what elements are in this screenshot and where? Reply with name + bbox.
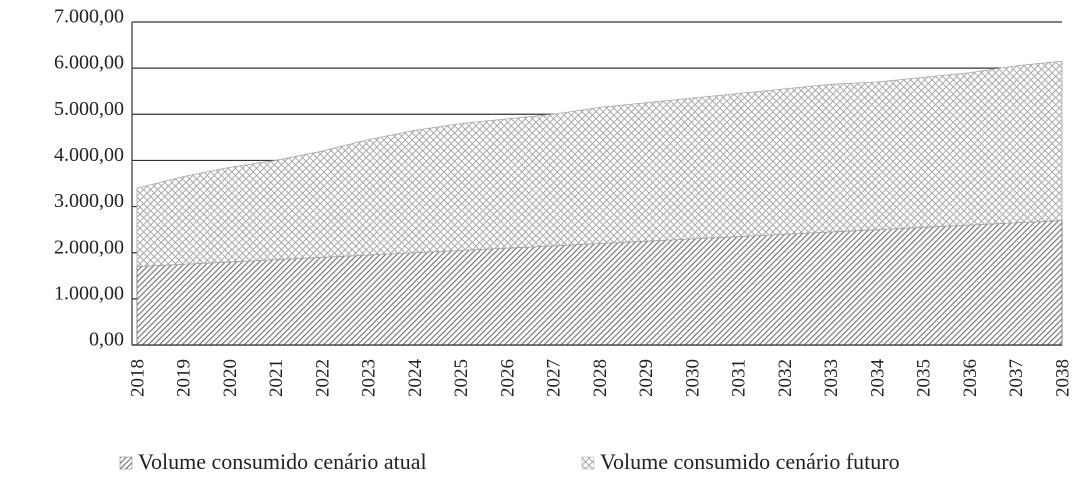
x-tick-label: 2035 [914, 359, 935, 397]
x-tick-label: 2023 [359, 359, 380, 397]
area [136, 60, 1063, 267]
y-tick-label: 5.000,00 [54, 98, 124, 120]
y-tick-label: 3.000,00 [54, 190, 124, 212]
legend-swatch [119, 456, 133, 470]
x-tick-label: 2024 [405, 359, 426, 398]
x-tick-label: 2038 [1052, 359, 1073, 397]
x-tick-label: 2025 [451, 359, 472, 397]
legend-swatch [581, 456, 595, 470]
legend-label: Volume consumido cenário atual [138, 449, 427, 474]
x-tick-label: 2026 [497, 359, 518, 397]
x-tick-label: 2022 [312, 359, 333, 397]
y-tick-label: 1.000,00 [54, 282, 124, 304]
x-tick-label: 2030 [682, 359, 703, 397]
x-tick-label: 2021 [266, 359, 287, 397]
x-tick-label: 2034 [867, 359, 888, 398]
x-tick-label: 2028 [590, 359, 611, 397]
x-tick-label: 2037 [1006, 359, 1027, 397]
x-tick-label: 2019 [174, 359, 195, 397]
x-tick-label: 2031 [729, 359, 750, 397]
x-tick-label: 2036 [960, 359, 981, 397]
x-tick-label: 2018 [127, 359, 148, 397]
x-tick-label: 2027 [544, 359, 565, 397]
y-tick-label: 6.000,00 [54, 52, 124, 74]
x-tick-label: 2032 [775, 359, 796, 397]
x-tick-label: 2020 [220, 359, 241, 397]
x-tick-label: 2033 [821, 359, 842, 397]
x-tick-label: 2029 [636, 359, 657, 397]
legend-label: Volume consumido cenário futuro [600, 449, 900, 474]
y-tick-label: 2.000,00 [54, 236, 124, 258]
y-tick-label: 7.000,00 [54, 6, 124, 28]
y-tick-label: 4.000,00 [54, 144, 124, 166]
y-tick-label: 0,00 [89, 329, 124, 351]
